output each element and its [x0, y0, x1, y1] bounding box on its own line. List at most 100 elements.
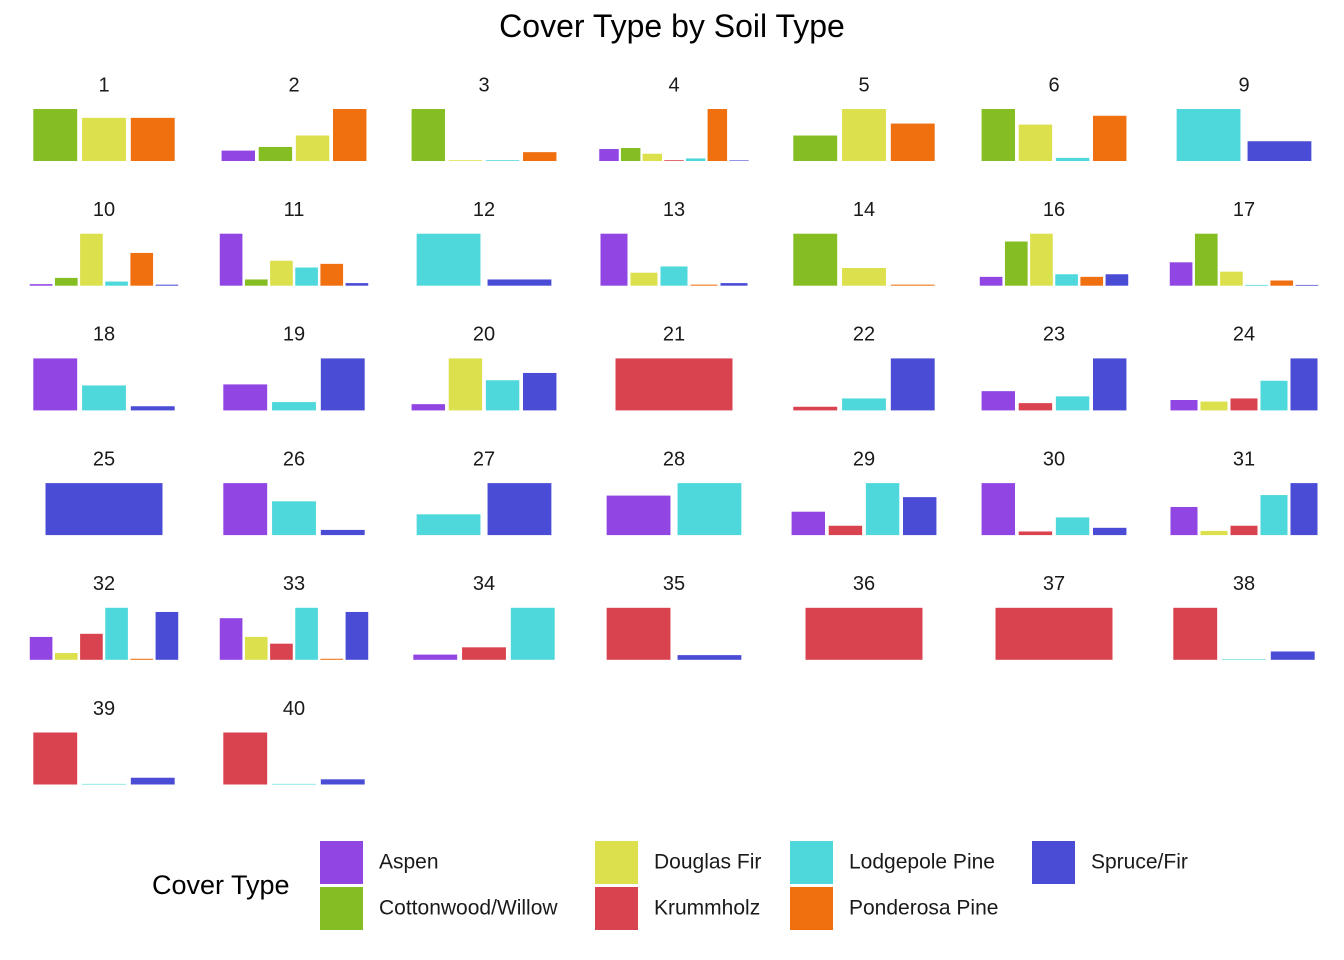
bar-aspen — [606, 495, 671, 536]
bar-spruce-fir — [1093, 527, 1127, 536]
facet-panel: 31 — [1170, 448, 1318, 536]
legend-item-cottonwood-willow: Cottonwood/Willow — [320, 887, 558, 930]
bar-lodgepole-pine — [685, 158, 706, 161]
bar-douglas-fir — [448, 160, 483, 161]
facet-panel: 4 — [599, 74, 749, 161]
bar-douglas-fir — [842, 268, 886, 286]
facet-label: 4 — [668, 74, 679, 96]
legend-item-spruce-fir: Spruce/Fir — [1032, 841, 1188, 884]
bar-lodgepole-pine — [82, 385, 126, 411]
bar-ponderosa-pine — [320, 658, 344, 660]
bar-ponderosa-pine — [707, 109, 728, 161]
facet-panel: 20 — [411, 324, 557, 411]
bar-lodgepole-pine — [1176, 109, 1241, 161]
legend-item-ponderosa-pine: Ponderosa Pine — [790, 887, 998, 930]
facet-panel: 2 — [221, 74, 367, 161]
bar-aspen — [219, 618, 243, 660]
bar-lodgepole-pine — [1055, 274, 1078, 286]
bar-ponderosa-pine — [320, 263, 344, 286]
bar-krummholz — [664, 160, 684, 161]
bar-krummholz — [805, 607, 923, 660]
legend-item-krummholz: Krummholz — [595, 887, 760, 930]
bar-krummholz — [270, 643, 293, 660]
facet-panel: 36 — [805, 573, 923, 660]
facet-panel: 33 — [219, 573, 369, 660]
bar-krummholz — [828, 525, 863, 536]
facet-label: 14 — [853, 199, 875, 221]
facet-label: 9 — [1238, 74, 1249, 96]
bar-ponderosa-pine — [890, 284, 935, 286]
facet-label: 24 — [1233, 324, 1255, 346]
bar-douglas-fir — [1220, 271, 1243, 286]
legend: Cover Type Aspen Cottonwood/Willow Douglas … — [152, 841, 1188, 930]
facet-panel: 21 — [615, 324, 733, 411]
facet-panel: 38 — [1173, 573, 1315, 660]
bar-spruce-fir — [1105, 274, 1129, 286]
bar-lodgepole-pine — [82, 783, 126, 785]
bar-spruce-fir — [1290, 483, 1318, 536]
bar-spruce-fir — [155, 284, 179, 286]
bar-lodgepole-pine — [660, 266, 688, 286]
bar-spruce-fir — [1270, 651, 1315, 660]
facet-label: 2 — [288, 74, 299, 96]
facet-panel: 10 — [29, 199, 179, 286]
bar-douglas-fir — [1200, 530, 1228, 536]
bar-douglas-fir — [630, 272, 658, 286]
facet-panel: 30 — [981, 448, 1127, 536]
facet-panel: 27 — [416, 448, 552, 536]
facet-label: 20 — [473, 324, 495, 346]
facet-label: 10 — [93, 199, 115, 221]
bar-aspen — [981, 391, 1015, 411]
legend-swatch — [320, 887, 363, 930]
legend-swatch — [790, 841, 833, 884]
legend-label: Spruce/Fir — [1091, 851, 1188, 874]
bar-douglas-fir — [54, 653, 78, 660]
facet-label: 38 — [1233, 573, 1255, 595]
facet-panel: 37 — [995, 573, 1113, 660]
bar-spruce-fir — [487, 279, 552, 286]
bar-lodgepole-pine — [272, 402, 316, 411]
facet-panel: 17 — [1169, 199, 1319, 286]
bar-aspen — [411, 404, 445, 411]
bar-krummholz — [1018, 403, 1053, 411]
facet-panel: 23 — [981, 324, 1127, 411]
bar-aspen — [599, 149, 619, 161]
legend-swatch — [320, 841, 363, 884]
bar-cottonwood-willow — [981, 109, 1015, 161]
bar-spruce-fir — [720, 283, 748, 286]
bar-aspen — [33, 358, 78, 411]
bar-lodgepole-pine — [1260, 495, 1288, 536]
facet-panel: 6 — [981, 74, 1127, 161]
facet-label: 31 — [1233, 448, 1255, 470]
legend-swatch — [1032, 841, 1075, 884]
bar-spruce-fir — [345, 283, 369, 286]
bar-spruce-fir — [677, 655, 742, 660]
bar-spruce-fir — [890, 358, 935, 411]
legend-label: Krummholz — [654, 897, 760, 920]
legend-item-lodgepole-pine: Lodgepole Pine — [790, 841, 995, 884]
bar-cottonwood-willow — [620, 148, 641, 161]
bar-douglas-fir — [1030, 233, 1053, 286]
bar-douglas-fir — [842, 109, 886, 161]
facet-label: 35 — [663, 573, 685, 595]
bar-douglas-fir — [448, 358, 483, 411]
facet-label: 29 — [853, 448, 875, 470]
bar-aspen — [1170, 507, 1198, 536]
bar-spruce-fir — [320, 529, 365, 536]
facet-panel: 26 — [223, 448, 365, 536]
facet-label: 6 — [1048, 74, 1059, 96]
facet-panel: 13 — [600, 199, 748, 286]
bar-krummholz — [615, 358, 733, 411]
bar-aspen — [979, 276, 1003, 286]
bar-aspen — [223, 384, 268, 411]
facet-panel: 22 — [793, 324, 935, 411]
legend-label: Cottonwood/Willow — [379, 897, 558, 920]
bar-cottonwood-willow — [258, 146, 293, 161]
facet-label: 39 — [93, 698, 115, 720]
bar-spruce-fir — [155, 611, 179, 660]
legend-item-aspen: Aspen — [320, 841, 439, 884]
facet-panel: 34 — [413, 573, 555, 660]
bar-krummholz — [793, 406, 838, 411]
bar-krummholz — [462, 647, 506, 660]
